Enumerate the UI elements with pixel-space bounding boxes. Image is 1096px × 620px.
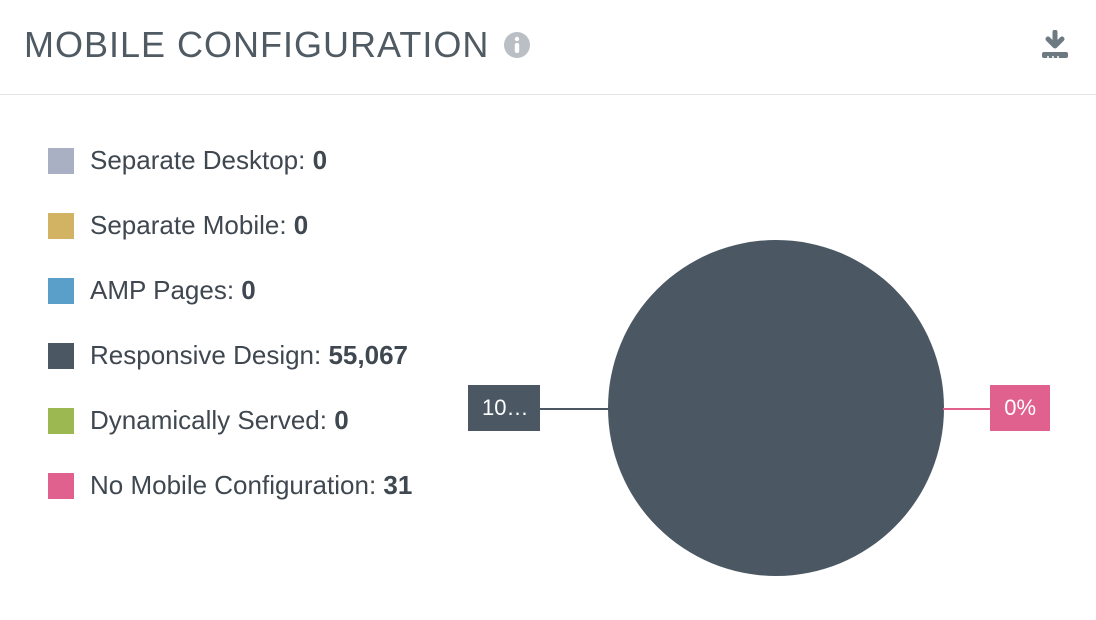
swatch: [48, 148, 74, 174]
download-icon[interactable]: [1038, 28, 1072, 62]
pie-label-right: 0%: [990, 385, 1050, 431]
legend-label: AMP Pages: 0: [90, 275, 256, 306]
legend-label: No Mobile Configuration: 31: [90, 470, 412, 501]
legend-item-no-mobile-config[interactable]: No Mobile Configuration: 31: [48, 470, 468, 501]
page-title: MOBILE CONFIGURATION: [24, 24, 489, 66]
content: Separate Desktop: 0 Separate Mobile: 0 A…: [0, 95, 1096, 615]
pie-chart: 10… 0%: [468, 145, 1072, 615]
legend-item-separate-mobile[interactable]: Separate Mobile: 0: [48, 210, 468, 241]
legend-label: Responsive Design: 55,067: [90, 340, 408, 371]
legend-item-amp-pages[interactable]: AMP Pages: 0: [48, 275, 468, 306]
swatch: [48, 213, 74, 239]
header: MOBILE CONFIGURATION: [0, 0, 1096, 95]
swatch: [48, 473, 74, 499]
pie-circle[interactable]: [608, 240, 944, 576]
legend-label: Dynamically Served: 0: [90, 405, 349, 436]
legend-item-dynamically-served[interactable]: Dynamically Served: 0: [48, 405, 468, 436]
info-icon[interactable]: [503, 31, 531, 59]
pie-label-left: 10…: [468, 385, 540, 431]
swatch: [48, 343, 74, 369]
leader-line-left: [540, 408, 610, 410]
swatch: [48, 408, 74, 434]
legend-item-separate-desktop[interactable]: Separate Desktop: 0: [48, 145, 468, 176]
swatch: [48, 278, 74, 304]
legend-label: Separate Desktop: 0: [90, 145, 327, 176]
legend-item-responsive-design[interactable]: Responsive Design: 55,067: [48, 340, 468, 371]
header-left: MOBILE CONFIGURATION: [24, 24, 531, 66]
legend: Separate Desktop: 0 Separate Mobile: 0 A…: [48, 145, 468, 615]
legend-label: Separate Mobile: 0: [90, 210, 308, 241]
